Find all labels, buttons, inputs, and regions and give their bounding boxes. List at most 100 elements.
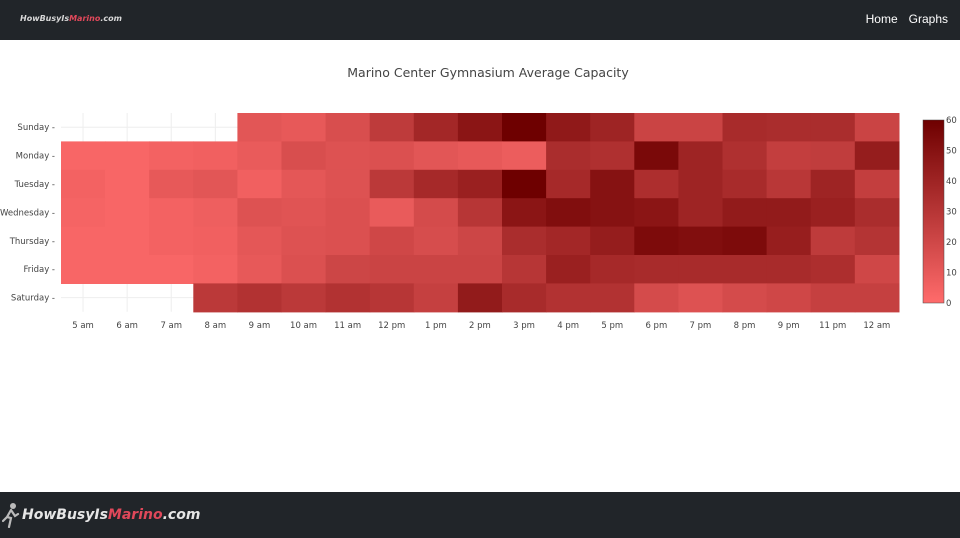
heatmap-cell[interactable]: [325, 141, 371, 171]
heatmap-cell[interactable]: [457, 255, 503, 284]
heatmap-cell[interactable]: [193, 169, 238, 199]
heatmap-cell[interactable]: [810, 169, 856, 199]
heatmap-cell[interactable]: [546, 198, 591, 228]
heatmap-cell[interactable]: [325, 169, 371, 199]
heatmap-cell[interactable]: [237, 255, 283, 284]
heatmap-cell[interactable]: [105, 255, 150, 284]
heatmap-cell[interactable]: [369, 255, 415, 284]
heatmap-cell[interactable]: [325, 113, 371, 142]
heatmap-cell[interactable]: [854, 226, 900, 256]
heatmap-cell[interactable]: [678, 226, 724, 256]
heatmap-cell[interactable]: [634, 255, 679, 284]
heatmap-cell[interactable]: [722, 255, 768, 284]
heatmap-cell[interactable]: [590, 226, 635, 256]
heatmap-cell[interactable]: [237, 113, 283, 142]
heatmap-cell[interactable]: [61, 255, 106, 284]
heatmap-cell[interactable]: [369, 198, 415, 228]
heatmap-cell[interactable]: [237, 283, 283, 313]
nav-graphs-link[interactable]: Graphs: [908, 12, 948, 26]
heatmap-cell[interactable]: [105, 169, 150, 199]
heatmap-cell[interactable]: [281, 141, 327, 171]
heatmap-cell[interactable]: [634, 169, 679, 199]
heatmap-cell[interactable]: [237, 141, 283, 171]
heatmap-cell[interactable]: [766, 141, 812, 171]
heatmap-cell[interactable]: [237, 169, 283, 199]
heatmap-cell[interactable]: [413, 141, 459, 171]
heatmap-cell[interactable]: [193, 255, 238, 284]
heatmap-cell[interactable]: [413, 169, 459, 199]
heatmap-cell[interactable]: [854, 198, 900, 228]
heatmap-cell[interactable]: [810, 283, 856, 313]
heatmap-cell[interactable]: [149, 198, 194, 228]
heatmap-cell[interactable]: [281, 226, 327, 256]
heatmap-cell[interactable]: [678, 113, 724, 142]
heatmap-cell[interactable]: [193, 198, 238, 228]
nav-home-link[interactable]: Home: [865, 12, 898, 26]
heatmap-cell[interactable]: [766, 255, 812, 284]
heatmap-cell[interactable]: [413, 283, 459, 313]
heatmap-cell[interactable]: [766, 169, 812, 199]
heatmap-cell[interactable]: [457, 198, 503, 228]
heatmap-cell[interactable]: [854, 113, 900, 142]
heatmap-cell[interactable]: [105, 198, 150, 228]
heatmap-cell[interactable]: [810, 198, 856, 228]
heatmap-cell[interactable]: [634, 283, 679, 313]
heatmap-cell[interactable]: [810, 141, 856, 171]
heatmap-cell[interactable]: [193, 283, 238, 313]
heatmap-cell[interactable]: [722, 226, 768, 256]
heatmap-cell[interactable]: [502, 283, 547, 313]
heatmap-cell[interactable]: [457, 113, 503, 142]
heatmap-chart[interactable]: Marino Center Gymnasium Average Capacity…: [0, 40, 960, 492]
heatmap-cell[interactable]: [149, 226, 194, 256]
heatmap-cell[interactable]: [590, 141, 635, 171]
heatmap-cell[interactable]: [810, 255, 856, 284]
heatmap-cell[interactable]: [325, 198, 371, 228]
heatmap-cell[interactable]: [546, 255, 591, 284]
heatmap-cell[interactable]: [854, 169, 900, 199]
heatmap-cell[interactable]: [149, 255, 194, 284]
heatmap-cell[interactable]: [546, 169, 591, 199]
heatmap-cell[interactable]: [105, 226, 150, 256]
heatmap-cell[interactable]: [546, 113, 591, 142]
heatmap-cell[interactable]: [502, 169, 547, 199]
heatmap-cell[interactable]: [502, 141, 547, 171]
heatmap-cell[interactable]: [325, 283, 371, 313]
heatmap-cell[interactable]: [61, 169, 106, 199]
heatmap-cell[interactable]: [722, 283, 768, 313]
heatmap-cell[interactable]: [502, 226, 547, 256]
heatmap-cell[interactable]: [237, 226, 283, 256]
heatmap-cell[interactable]: [281, 113, 327, 142]
heatmap-cell[interactable]: [413, 113, 459, 142]
heatmap-cell[interactable]: [854, 283, 900, 313]
heatmap-cell[interactable]: [61, 198, 106, 228]
heatmap-cell[interactable]: [502, 198, 547, 228]
heatmap-cell[interactable]: [457, 283, 503, 313]
heatmap-cell[interactable]: [61, 226, 106, 256]
heatmap-cell[interactable]: [369, 283, 415, 313]
heatmap-cell[interactable]: [634, 113, 679, 142]
heatmap-cell[interactable]: [854, 141, 900, 171]
heatmap-cell[interactable]: [678, 198, 724, 228]
heatmap-cell[interactable]: [590, 169, 635, 199]
heatmap-cell[interactable]: [325, 255, 371, 284]
heatmap-cell[interactable]: [634, 198, 679, 228]
heatmap-cell[interactable]: [193, 226, 238, 256]
heatmap-cell[interactable]: [413, 226, 459, 256]
heatmap-cell[interactable]: [678, 255, 724, 284]
footer-logo[interactable]: HowBusyIsMarino.com: [2, 502, 200, 528]
heatmap-cell[interactable]: [325, 226, 371, 256]
heatmap-cell[interactable]: [369, 226, 415, 256]
heatmap-cell[interactable]: [722, 113, 768, 142]
heatmap-cell[interactable]: [766, 283, 812, 313]
heatmap-cell[interactable]: [193, 141, 238, 171]
heatmap-cell[interactable]: [281, 169, 327, 199]
heatmap-cell[interactable]: [413, 255, 459, 284]
heatmap-cell[interactable]: [722, 169, 768, 199]
heatmap-cell[interactable]: [766, 226, 812, 256]
heatmap-cell[interactable]: [369, 169, 415, 199]
heatmap-cell[interactable]: [457, 169, 503, 199]
heatmap-cell[interactable]: [105, 141, 150, 171]
heatmap-cell[interactable]: [590, 283, 635, 313]
heatmap-cell[interactable]: [149, 141, 194, 171]
heatmap-cell[interactable]: [369, 113, 415, 142]
